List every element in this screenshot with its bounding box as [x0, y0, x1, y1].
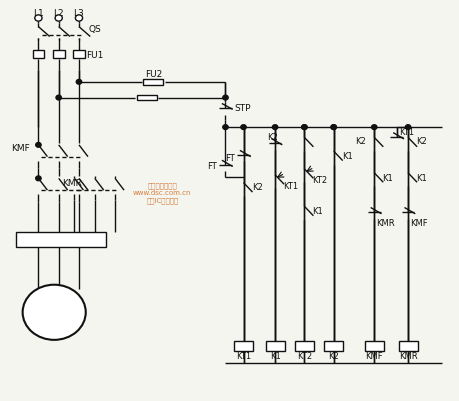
Text: L3: L3 — [73, 9, 84, 18]
Text: K1: K1 — [341, 152, 352, 160]
Circle shape — [35, 16, 42, 22]
Text: K2: K2 — [267, 133, 278, 142]
Text: KT1: KT1 — [283, 181, 298, 190]
Circle shape — [56, 96, 61, 101]
Bar — [73, 51, 84, 59]
Bar — [16, 232, 106, 247]
Text: KMR: KMR — [375, 219, 394, 227]
Circle shape — [241, 126, 246, 130]
Circle shape — [222, 126, 228, 130]
Circle shape — [301, 126, 307, 130]
Bar — [53, 51, 64, 59]
Bar — [364, 341, 383, 351]
Bar — [324, 341, 342, 351]
Text: K2: K2 — [415, 137, 426, 146]
Text: STP: STP — [234, 104, 251, 113]
Text: KT2: KT2 — [312, 175, 327, 184]
Text: FT: FT — [224, 154, 234, 162]
Circle shape — [75, 16, 83, 22]
Text: KMR: KMR — [398, 351, 416, 360]
Text: ~: ~ — [49, 313, 59, 326]
Bar — [136, 95, 156, 101]
Text: KT1: KT1 — [398, 127, 413, 136]
Circle shape — [36, 143, 41, 148]
Circle shape — [222, 96, 228, 101]
Circle shape — [301, 126, 307, 130]
Circle shape — [76, 80, 82, 85]
Circle shape — [330, 126, 336, 130]
Bar — [234, 341, 252, 351]
Text: QS: QS — [89, 25, 101, 34]
Text: FT: FT — [206, 162, 216, 171]
Circle shape — [22, 285, 85, 340]
Text: K1: K1 — [312, 207, 323, 216]
Text: KMF: KMF — [11, 144, 30, 153]
Text: K1: K1 — [415, 173, 426, 182]
Text: KMR: KMR — [62, 178, 82, 187]
Bar — [294, 341, 313, 351]
Text: KT2: KT2 — [296, 351, 311, 360]
Bar — [33, 51, 44, 59]
Text: FT: FT — [88, 235, 98, 244]
Text: L2: L2 — [53, 9, 64, 18]
Text: K2: K2 — [328, 351, 338, 360]
Text: KMF: KMF — [364, 351, 382, 360]
Text: FU1: FU1 — [85, 51, 103, 60]
Text: FU2: FU2 — [145, 69, 162, 79]
Text: K1: K1 — [269, 351, 280, 360]
Bar — [143, 80, 163, 85]
Text: M: M — [49, 300, 59, 313]
Text: KT1: KT1 — [235, 351, 251, 360]
Text: L1: L1 — [33, 9, 44, 18]
Text: K2: K2 — [251, 182, 262, 191]
Circle shape — [272, 126, 277, 130]
Text: KMF: KMF — [409, 219, 427, 227]
Circle shape — [404, 126, 410, 130]
Bar — [398, 341, 417, 351]
Circle shape — [371, 126, 376, 130]
Circle shape — [36, 176, 41, 181]
Circle shape — [55, 16, 62, 22]
Text: 维库电子市场网
www.dsc.com.cn
最大IC市场网站: 维库电子市场网 www.dsc.com.cn 最大IC市场网站 — [133, 182, 191, 203]
Text: K1: K1 — [381, 173, 392, 182]
Text: K2: K2 — [355, 137, 365, 146]
Circle shape — [330, 126, 336, 130]
Bar — [265, 341, 284, 351]
